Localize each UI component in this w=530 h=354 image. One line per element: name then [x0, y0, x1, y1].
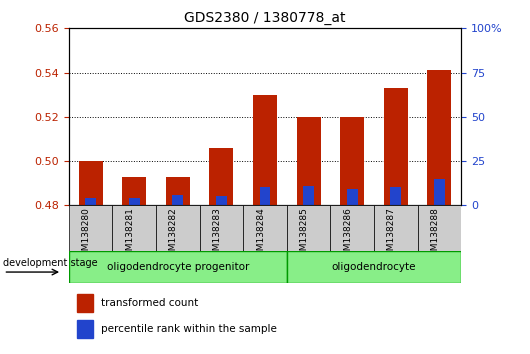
Bar	[166, 177, 190, 205]
Bar	[77, 320, 93, 338]
Text: oligodendrocyte: oligodendrocyte	[332, 262, 416, 272]
Bar	[427, 70, 452, 205]
Text: GSM138282: GSM138282	[169, 207, 178, 262]
Bar	[77, 294, 93, 312]
Text: GSM138287: GSM138287	[387, 207, 396, 263]
Bar	[156, 205, 200, 251]
Bar	[390, 187, 401, 205]
Text: GSM138280: GSM138280	[82, 207, 91, 263]
Bar	[287, 251, 461, 283]
Text: GSM138284: GSM138284	[256, 207, 265, 262]
Title: GDS2380 / 1380778_at: GDS2380 / 1380778_at	[184, 11, 346, 24]
Bar	[79, 161, 103, 205]
Bar	[85, 198, 96, 205]
Bar	[200, 205, 243, 251]
Bar	[216, 196, 227, 205]
Bar	[69, 251, 287, 283]
Bar	[297, 117, 321, 205]
Text: GSM138286: GSM138286	[343, 207, 352, 263]
Bar	[209, 148, 233, 205]
Bar	[122, 177, 146, 205]
Bar	[172, 195, 183, 205]
Bar	[112, 205, 156, 251]
Bar	[260, 187, 270, 205]
Bar	[253, 95, 277, 205]
Bar	[69, 205, 112, 251]
Text: GSM138281: GSM138281	[125, 207, 134, 263]
Bar	[340, 117, 364, 205]
Bar	[287, 205, 330, 251]
Bar	[243, 205, 287, 251]
Text: percentile rank within the sample: percentile rank within the sample	[101, 324, 277, 334]
Text: transformed count: transformed count	[101, 298, 198, 308]
Text: GSM138283: GSM138283	[213, 207, 222, 263]
Text: oligodendrocyte progenitor: oligodendrocyte progenitor	[107, 262, 249, 272]
Bar	[434, 179, 445, 205]
Bar	[374, 205, 418, 251]
Bar	[330, 205, 374, 251]
Text: GSM138288: GSM138288	[430, 207, 439, 263]
Bar	[347, 189, 358, 205]
Text: development stage: development stage	[4, 258, 98, 268]
Bar	[303, 186, 314, 205]
Bar	[418, 205, 461, 251]
Bar	[129, 198, 140, 205]
Bar	[384, 88, 408, 205]
Text: GSM138285: GSM138285	[299, 207, 308, 263]
